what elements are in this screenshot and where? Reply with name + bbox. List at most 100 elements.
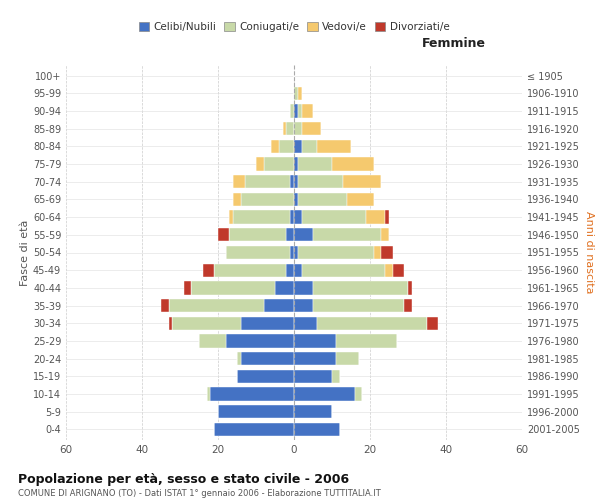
Bar [286,264,294,277]
Bar [263,299,294,312]
Bar [229,210,233,224]
Bar [294,334,336,347]
Bar [317,140,351,153]
Bar [313,299,404,312]
Bar [283,122,286,136]
Bar [298,158,332,170]
Bar [294,423,340,436]
Bar [385,210,389,224]
Bar [302,140,317,153]
Bar [317,316,427,330]
Bar [302,264,385,277]
Bar [294,158,298,170]
Bar [229,228,286,241]
Bar [294,281,313,294]
Bar [374,246,382,259]
Bar [233,175,245,188]
Bar [408,281,412,294]
Bar [241,352,294,366]
Bar [382,228,389,241]
Bar [298,246,374,259]
Bar [218,228,229,241]
Bar [294,316,317,330]
Bar [298,175,343,188]
Bar [294,193,298,206]
Bar [237,352,241,366]
Bar [161,299,169,312]
Bar [332,158,374,170]
Bar [191,281,275,294]
Bar [211,388,294,400]
Bar [226,334,294,347]
Bar [294,140,302,153]
Bar [393,264,404,277]
Bar [302,104,313,118]
Bar [347,193,374,206]
Bar [404,299,412,312]
Bar [294,246,298,259]
Bar [427,316,439,330]
Bar [199,334,226,347]
Bar [336,334,397,347]
Bar [241,193,294,206]
Bar [294,86,298,100]
Text: Popolazione per età, sesso e stato civile - 2006: Popolazione per età, sesso e stato civil… [18,472,349,486]
Bar [290,246,294,259]
Bar [294,405,332,418]
Bar [233,210,290,224]
Bar [279,140,294,153]
Bar [214,264,286,277]
Bar [290,104,294,118]
Bar [169,299,263,312]
Bar [313,281,408,294]
Bar [256,158,263,170]
Bar [298,86,302,100]
Bar [237,370,294,383]
Bar [385,264,393,277]
Legend: Celibi/Nubili, Coniugati/e, Vedovi/e, Divorziati/e: Celibi/Nubili, Coniugati/e, Vedovi/e, Di… [134,18,454,36]
Bar [290,175,294,188]
Text: COMUNE DI ARIGNANO (TO) - Dati ISTAT 1° gennaio 2006 - Elaborazione TUTTITALIA.I: COMUNE DI ARIGNANO (TO) - Dati ISTAT 1° … [18,489,381,498]
Bar [286,228,294,241]
Bar [294,175,298,188]
Bar [302,210,366,224]
Bar [172,316,241,330]
Bar [245,175,290,188]
Bar [241,316,294,330]
Bar [332,370,340,383]
Bar [298,104,302,118]
Bar [275,281,294,294]
Y-axis label: Fasce di età: Fasce di età [20,220,30,286]
Bar [218,405,294,418]
Y-axis label: Anni di nascita: Anni di nascita [584,211,593,294]
Bar [294,122,302,136]
Bar [294,264,302,277]
Bar [343,175,382,188]
Bar [294,388,355,400]
Bar [294,352,336,366]
Bar [271,140,279,153]
Bar [233,193,241,206]
Bar [336,352,359,366]
Bar [203,264,214,277]
Bar [382,246,393,259]
Bar [298,193,347,206]
Bar [214,423,294,436]
Bar [294,370,332,383]
Bar [302,122,320,136]
Bar [366,210,385,224]
Bar [355,388,362,400]
Bar [206,388,211,400]
Bar [294,104,298,118]
Text: Femmine: Femmine [422,37,485,50]
Bar [184,281,191,294]
Bar [263,158,294,170]
Bar [169,316,172,330]
Bar [290,210,294,224]
Bar [294,228,313,241]
Bar [286,122,294,136]
Bar [294,299,313,312]
Bar [313,228,382,241]
Bar [294,210,302,224]
Bar [226,246,290,259]
